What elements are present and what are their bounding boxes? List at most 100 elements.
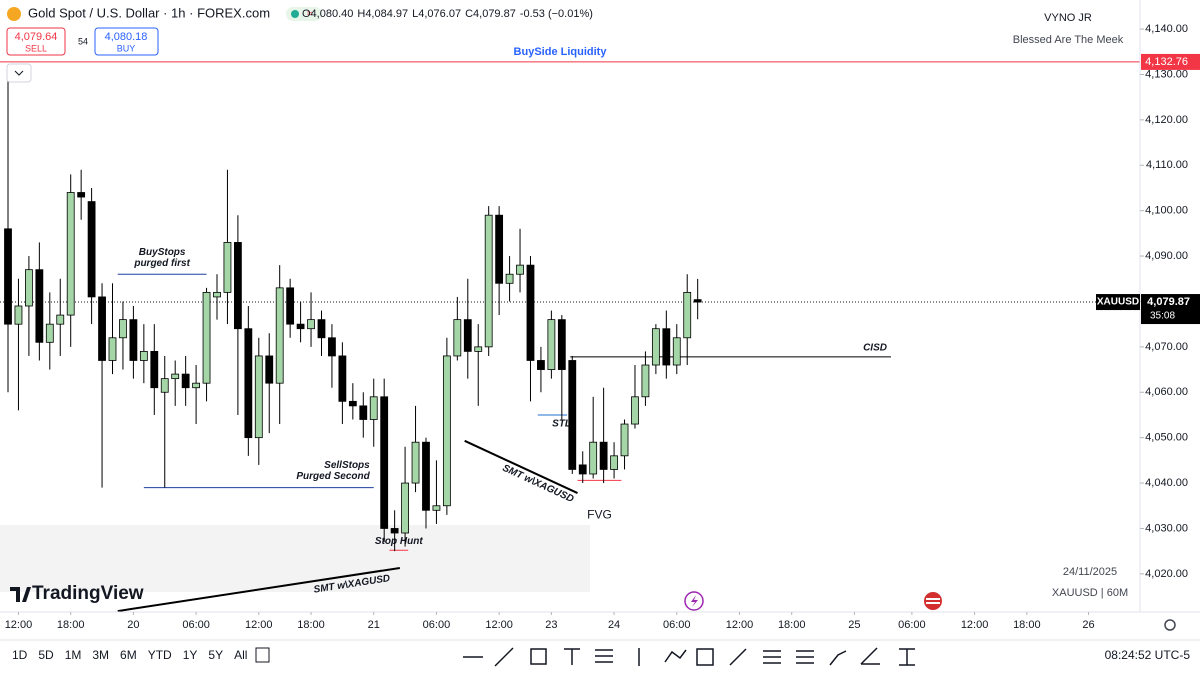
tool-curve[interactable] — [829, 650, 847, 666]
range-button[interactable]: 1D — [12, 648, 28, 662]
candle-body — [4, 228, 12, 325]
x-tick-label: 24 — [608, 619, 620, 631]
candle-body — [66, 192, 75, 316]
candle-body — [390, 528, 399, 534]
candle-body — [516, 264, 524, 275]
y-tick-label: 4,030.00 — [1145, 522, 1188, 534]
tool-fib[interactable] — [595, 649, 613, 663]
x-tick-label: 18:00 — [297, 619, 325, 631]
candle-body — [442, 355, 451, 507]
tool-gann[interactable] — [860, 647, 880, 665]
candle-body — [45, 323, 54, 343]
x-tick-label: 06:00 — [423, 619, 451, 631]
candle-body — [631, 396, 639, 425]
x-tick-label: 18:00 — [1013, 619, 1041, 631]
candle-body — [422, 441, 430, 511]
candle-body — [495, 214, 504, 284]
x-tick-label: 06:00 — [663, 619, 691, 631]
chart-id: XAUUSD | 60M — [1052, 587, 1128, 599]
buy-price[interactable]: 4,080.18 — [105, 31, 148, 43]
y-tick-label: 4,110.00 — [1146, 159, 1188, 171]
settings-icon[interactable] — [1164, 619, 1176, 631]
tool-measure[interactable] — [899, 648, 915, 666]
candle-body — [411, 441, 420, 484]
tool-grid[interactable] — [696, 648, 714, 666]
y-tick-label: 4,120.00 — [1145, 114, 1188, 126]
drawing-tools — [463, 647, 915, 667]
collapse-button[interactable] — [6, 63, 32, 83]
candle-body — [139, 351, 148, 361]
x-tick-label: 25 — [848, 619, 860, 631]
level-label: Stop Hunt — [375, 536, 423, 547]
tool-rect[interactable] — [530, 648, 547, 665]
candle-body — [641, 364, 650, 398]
us-event-icon[interactable] — [924, 592, 942, 610]
ohlc-legend: O4,080.40 H4,084.97 L4,076.07 C4,079.87 -0.5… — [302, 8, 593, 20]
candle-body — [589, 441, 598, 475]
range-button[interactable]: 6M — [120, 648, 137, 662]
candle-body — [192, 382, 200, 389]
sell-label[interactable]: SELL — [25, 43, 47, 53]
candle-body — [129, 319, 138, 361]
ohlc-value: H4,084.97 — [357, 8, 408, 20]
candle-body — [474, 346, 483, 352]
candle-body — [547, 319, 556, 370]
zone — [0, 525, 590, 592]
candle-body — [401, 482, 409, 534]
candle-body — [380, 396, 389, 529]
candle-body — [369, 396, 378, 420]
ohlc-value: C4,079.87 — [465, 8, 516, 20]
candle-body — [14, 305, 23, 325]
price-tag-label: 4,079.87 — [1147, 296, 1190, 308]
candle-body — [150, 351, 159, 389]
candle-body — [610, 455, 618, 470]
range-button[interactable]: 1M — [65, 648, 82, 662]
candle-body — [244, 328, 253, 439]
symbol-tag — [1096, 294, 1140, 311]
symbol-icon — [7, 7, 21, 21]
trendline — [117, 566, 401, 613]
tool-pattern[interactable] — [664, 649, 687, 663]
tool-pitch[interactable] — [763, 650, 781, 664]
x-tick-label: 12:00 — [245, 619, 273, 631]
range-button[interactable]: 3M — [92, 648, 109, 662]
range-button[interactable]: 1Y — [183, 648, 198, 662]
tool-channel[interactable] — [796, 650, 814, 664]
x-tick-label: 18:00 — [778, 619, 806, 631]
tool-ray[interactable] — [729, 648, 747, 666]
x-tick-label: 12:00 — [726, 619, 754, 631]
candle-body — [119, 319, 127, 339]
tool-text[interactable] — [564, 648, 580, 665]
range-button[interactable]: 5D — [38, 648, 54, 662]
range-button[interactable]: 5Y — [208, 648, 223, 662]
candle-body — [526, 264, 535, 361]
y-tick-label: 4,070.00 — [1145, 341, 1188, 353]
buy-button[interactable] — [94, 27, 159, 56]
price-tag — [1141, 294, 1200, 325]
candle-body — [223, 242, 232, 293]
candle-body — [296, 323, 305, 330]
range-button[interactable]: All — [234, 648, 247, 662]
level-label: CISD — [863, 342, 887, 353]
sell-price[interactable]: 4,079.64 — [15, 31, 58, 43]
tool-trend[interactable] — [494, 647, 514, 667]
alert-text: BuySide Liquidity — [514, 46, 608, 58]
y-tick-label: 4,040.00 — [1145, 477, 1188, 489]
sell-button[interactable] — [6, 27, 66, 56]
symbol-title: Gold Spot / U.S. Dollar · 1h · FOREX.com — [28, 5, 270, 20]
calendar-icon[interactable] — [255, 647, 270, 663]
candle-body — [359, 405, 368, 420]
range-button[interactable]: YTD — [148, 648, 172, 662]
x-tick-label: 18:00 — [57, 619, 85, 631]
candle-body — [683, 291, 692, 339]
candle-body — [98, 296, 106, 361]
candle-body — [35, 269, 44, 343]
buy-label[interactable]: BUY — [117, 43, 136, 53]
y-tick-label: 4,060.00 — [1145, 386, 1188, 398]
candle-body — [620, 423, 629, 457]
candle-body — [213, 291, 221, 298]
author: VYNO JR — [1044, 12, 1092, 24]
status-dot — [291, 10, 299, 18]
candle-body — [505, 273, 514, 284]
